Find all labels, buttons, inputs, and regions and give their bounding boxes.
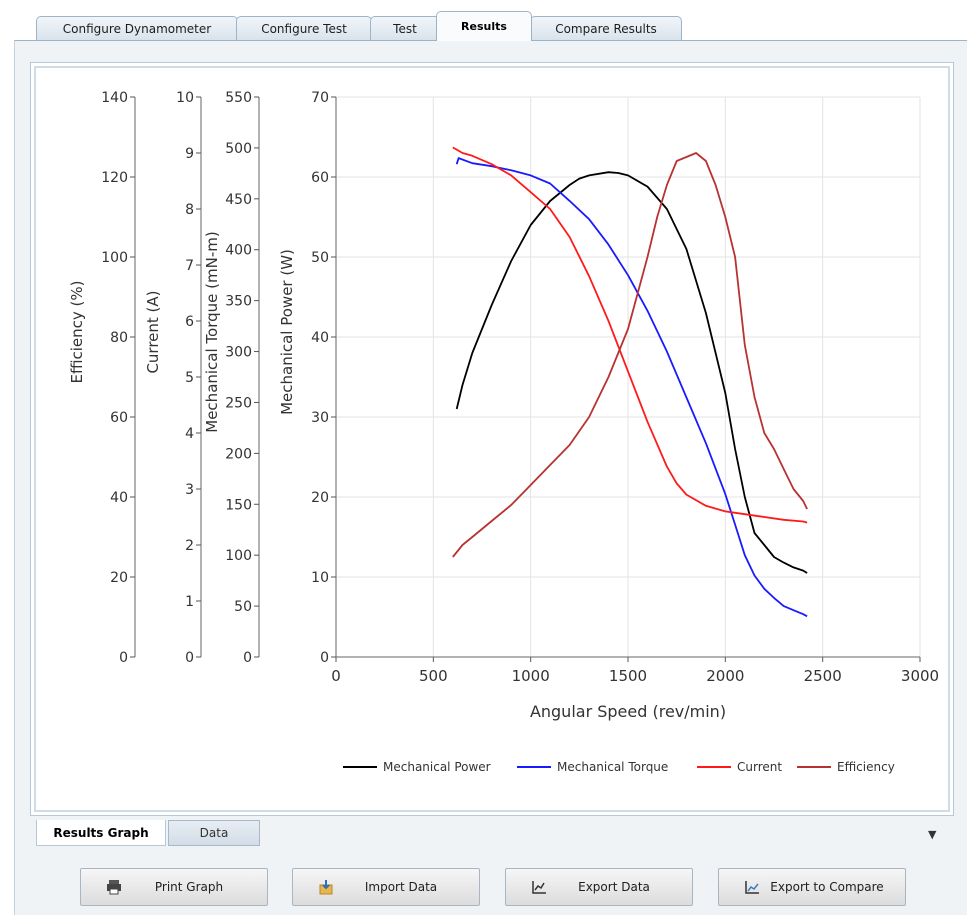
chart-series — [452, 146, 808, 618]
tab-results[interactable]: Results — [436, 11, 532, 41]
main-tab-bar: Configure Dynamometer Configure Test Tes… — [0, 0, 967, 42]
y-tick-label: 50 — [234, 599, 252, 615]
x-tick-label: 0 — [331, 667, 341, 685]
y-tick-label: 350 — [225, 294, 252, 310]
y-tick-label: 0 — [119, 650, 128, 666]
tab-configure-dynamometer[interactable]: Configure Dynamometer — [36, 16, 238, 40]
x-tick-label: 2500 — [804, 667, 842, 685]
y-tick-label: 0 — [320, 650, 329, 666]
legend-label: Mechanical Power — [383, 760, 491, 774]
y-tick-label: 250 — [225, 395, 252, 411]
y-tick-label: 100 — [101, 250, 128, 266]
y-tick-label: 3 — [185, 482, 194, 498]
y-tick-label: 500 — [225, 141, 252, 157]
export-data-button[interactable]: Export Data — [505, 868, 693, 906]
tab-results-graph[interactable]: Results Graph — [36, 820, 166, 846]
chart-line-icon — [743, 878, 761, 896]
tab-test[interactable]: Test — [370, 16, 440, 40]
y-tick-label: 5 — [185, 370, 194, 386]
tab-configure-test[interactable]: Configure Test — [236, 16, 372, 40]
y-tick-label: 8 — [185, 202, 194, 218]
import-icon — [317, 878, 335, 896]
series-line-efficiency — [452, 152, 808, 558]
y-axis-title: Current (A) — [144, 290, 162, 373]
y-tick-label: 9 — [185, 146, 194, 162]
print-graph-label: Print Graph — [154, 880, 224, 894]
y-tick-label: 70 — [311, 90, 329, 106]
tab-compare-results[interactable]: Compare Results — [530, 16, 682, 40]
series-line-current — [452, 146, 808, 524]
y-tick-label: 2 — [185, 538, 194, 554]
import-data-button[interactable]: Import Data — [292, 868, 480, 906]
dropdown-arrow-icon[interactable]: ▼ — [928, 828, 937, 841]
legend-label: Mechanical Torque — [557, 760, 668, 774]
y-tick-label: 10 — [311, 570, 329, 586]
graph-area — [34, 66, 950, 812]
series-line-mechanical-power — [455, 171, 808, 574]
x-tick-label: 500 — [419, 667, 448, 685]
legend-label: Current — [737, 760, 782, 774]
y-tick-label: 140 — [101, 90, 128, 106]
y-tick-label: 100 — [225, 548, 252, 564]
y-tick-label: 1 — [185, 594, 194, 610]
y-tick-label: 30 — [311, 410, 329, 426]
x-tick-label: 1500 — [609, 667, 647, 685]
y-axis-title: Mechanical Torque (mN-m) — [203, 231, 221, 432]
chart-legend: Mechanical Power Mechanical Torque Current… — [343, 760, 895, 774]
y-tick-label: 7 — [185, 258, 194, 274]
x-tick-label: 3000 — [901, 667, 939, 685]
x-axis-title: Angular Speed (rev/min) — [530, 702, 726, 721]
y-tick-label: 0 — [243, 650, 252, 666]
export-data-label: Export Data — [578, 880, 650, 894]
y-tick-label: 60 — [110, 410, 128, 426]
y-tick-label: 200 — [225, 446, 252, 462]
chart-grid — [336, 96, 921, 657]
y-tick-label: 60 — [311, 170, 329, 186]
graph-frame — [30, 62, 954, 816]
x-tick-label: 1000 — [512, 667, 550, 685]
y-tick-label: 120 — [101, 170, 128, 186]
y-axis-title: Mechanical Power (W) — [278, 249, 296, 415]
chart-icon — [530, 878, 548, 896]
printer-icon — [105, 878, 123, 896]
y-tick-label: 20 — [110, 570, 128, 586]
export-to-compare-button[interactable]: Export to Compare — [718, 868, 906, 906]
y-tick-label: 10 — [176, 90, 194, 106]
y-tick-label: 300 — [225, 345, 252, 361]
y-tick-label: 20 — [311, 490, 329, 506]
y-tick-label: 0 — [185, 650, 194, 666]
y-tick-label: 400 — [225, 243, 252, 259]
y-tick-label: 450 — [225, 192, 252, 208]
series-line-mechanical-torque — [455, 157, 808, 618]
print-graph-button[interactable]: Print Graph — [80, 868, 268, 906]
import-data-label: Import Data — [364, 880, 438, 894]
y-tick-label: 6 — [185, 314, 194, 330]
tab-data[interactable]: Data — [168, 820, 260, 846]
legend-label: Efficiency — [837, 760, 895, 774]
y-tick-label: 150 — [225, 497, 252, 513]
y-axis-title: Efficiency (%) — [68, 281, 86, 384]
y-tick-label: 4 — [185, 426, 194, 442]
y-tick-label: 40 — [311, 330, 329, 346]
x-tick-label: 2000 — [706, 667, 744, 685]
y-tick-label: 80 — [110, 330, 128, 346]
y-tick-label: 50 — [311, 250, 329, 266]
y-tick-label: 550 — [225, 90, 252, 106]
y-tick-label: 40 — [110, 490, 128, 506]
export-to-compare-label: Export to Compare — [770, 880, 884, 894]
